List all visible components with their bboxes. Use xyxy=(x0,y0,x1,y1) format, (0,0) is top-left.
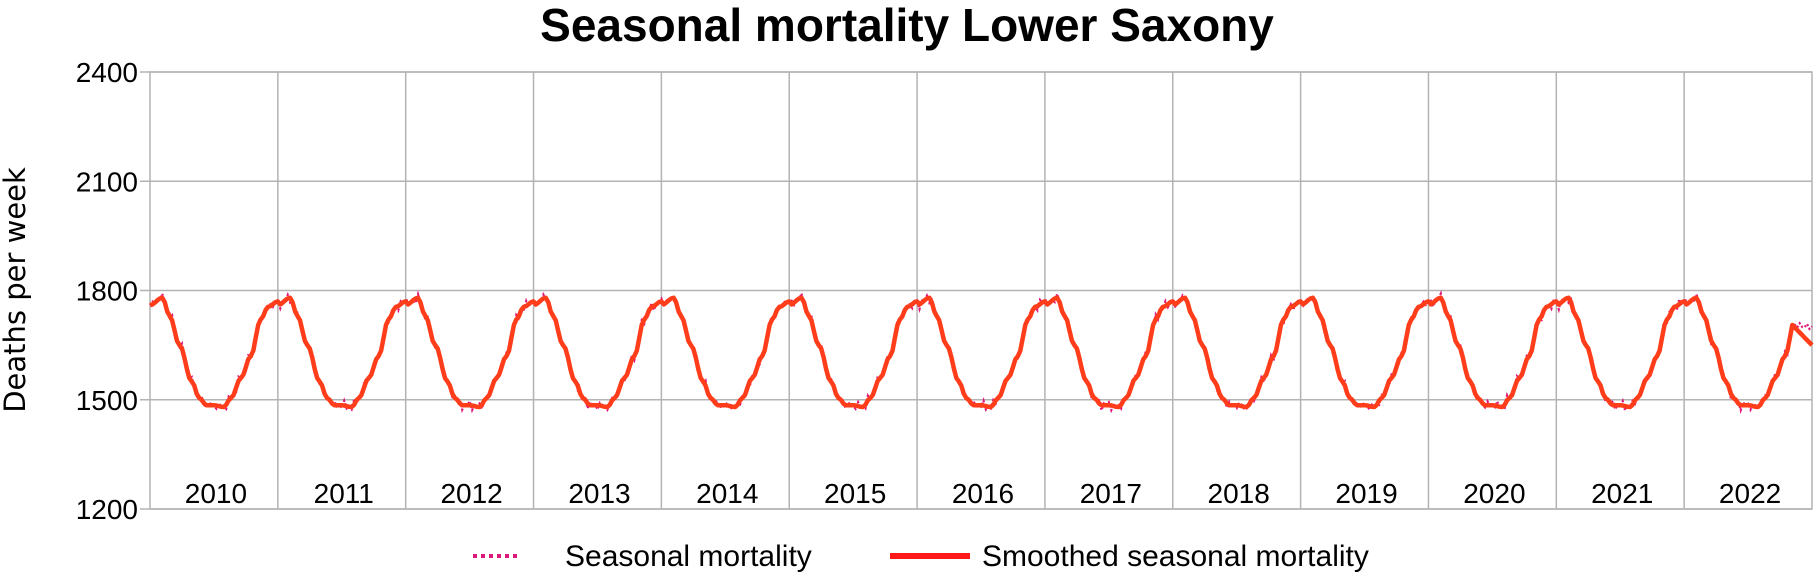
y-tick-label: 1800 xyxy=(76,276,138,307)
x-tick-label: 2021 xyxy=(1591,478,1653,509)
x-tick-label: 2016 xyxy=(952,478,1014,509)
y-tick-label: 2400 xyxy=(76,57,138,88)
y-tick-label: 1200 xyxy=(76,494,138,525)
series-lines xyxy=(149,289,1814,415)
chart-title: Seasonal mortality Lower Saxony xyxy=(540,0,1274,51)
x-tick-label: 2013 xyxy=(568,478,630,509)
grid xyxy=(140,71,1813,510)
x-tick-label: 2020 xyxy=(1463,478,1525,509)
x-tick-label: 2014 xyxy=(696,478,758,509)
series-smoothed-seasonal-mortality xyxy=(149,295,1814,410)
y-tick-label: 1500 xyxy=(76,385,138,416)
y-axis-label: Deaths per week xyxy=(0,167,32,413)
y-tick-labels: 2400 2100 1800 1500 1200 xyxy=(76,57,138,525)
x-tick-label: 2012 xyxy=(440,478,502,509)
legend-label-seasonal-mortality: Seasonal mortality xyxy=(565,540,812,573)
x-tick-label: 2022 xyxy=(1719,478,1781,509)
x-tick-label: 2019 xyxy=(1335,478,1397,509)
series-seasonal-mortality xyxy=(149,289,1813,415)
x-tick-label: 2011 xyxy=(314,478,374,509)
legend-label-smoothed-seasonal-mortality: Smoothed seasonal mortality xyxy=(982,540,1369,573)
x-tick-label: 2010 xyxy=(185,478,247,509)
x-tick-label: 2017 xyxy=(1080,478,1142,509)
x-tick-label: 2018 xyxy=(1208,478,1270,509)
legend: Seasonal mortality Smoothed seasonal mor… xyxy=(473,540,1369,573)
x-tick-labels: 2010 2011 2012 2013 2014 2015 2016 2017 2018 2019… xyxy=(185,478,1781,509)
y-tick-label: 2100 xyxy=(76,166,138,197)
x-tick-label: 2015 xyxy=(824,478,886,509)
